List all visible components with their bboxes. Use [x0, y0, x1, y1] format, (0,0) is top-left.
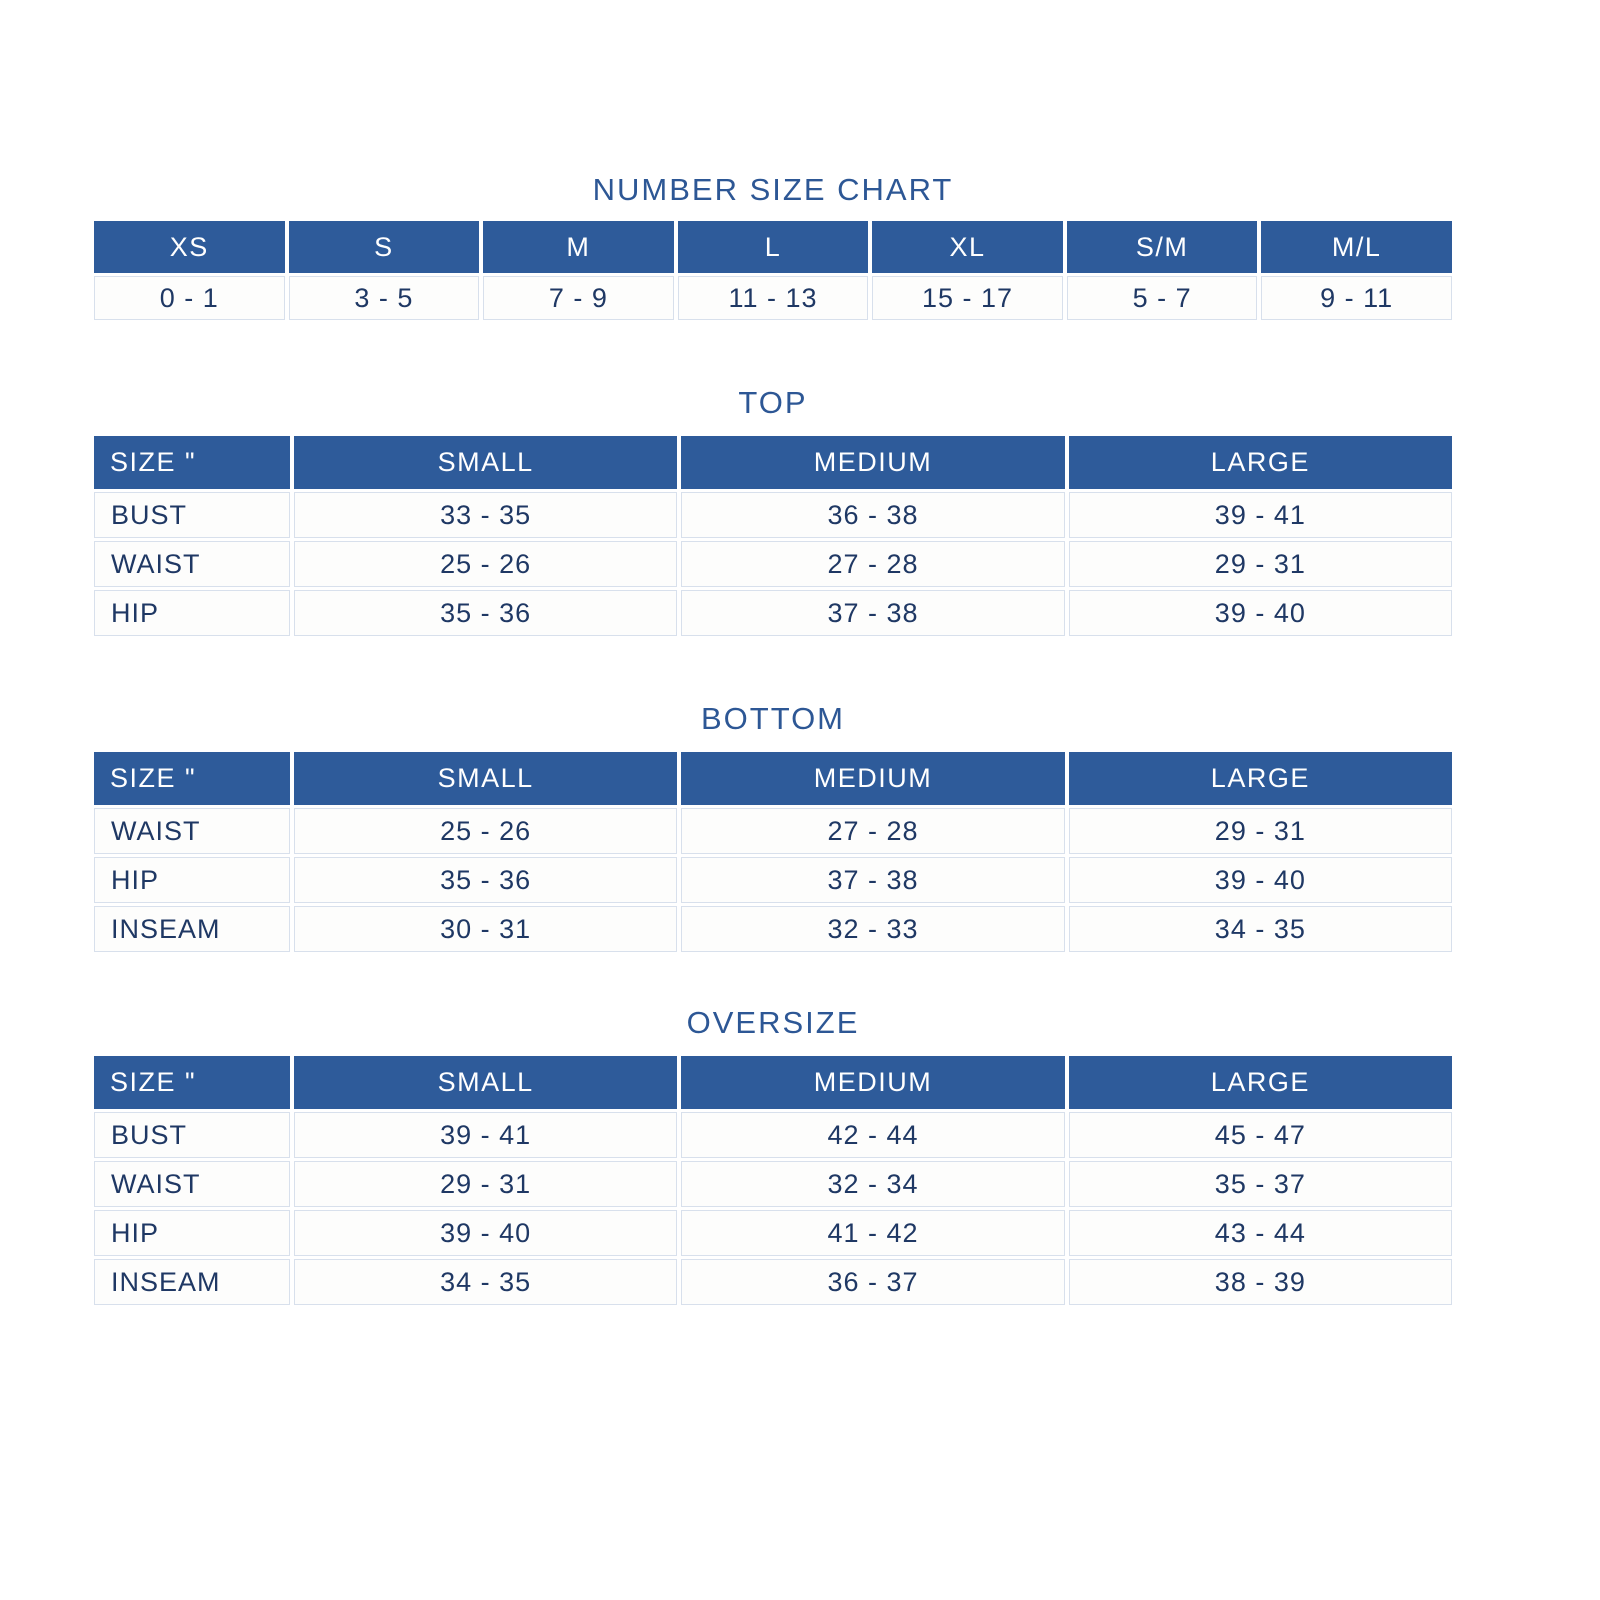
table-row: HIP 39 - 40 41 - 42 43 - 44: [94, 1210, 1452, 1256]
bottom-large-header: LARGE: [1068, 752, 1452, 805]
cell-value: 41 - 42: [681, 1210, 1065, 1256]
number-size-chart-table: XS S M L XL S/M M/L 0 - 1 3 - 5 7 - 9 11…: [90, 218, 1456, 323]
cell-value: 29 - 31: [1068, 808, 1452, 854]
oversize-table-title: OVERSIZE: [686, 1005, 860, 1040]
cell-value: 29 - 31: [1068, 541, 1452, 587]
cell-value: 34 - 35: [1068, 906, 1452, 952]
bottom-small-header: SMALL: [294, 752, 678, 805]
size-header-ml: M/L: [1261, 221, 1452, 273]
row-label-hip: HIP: [94, 857, 290, 903]
table-row: HIP 35 - 36 37 - 38 39 - 40: [94, 590, 1452, 636]
cell-value: 38 - 39: [1068, 1259, 1452, 1305]
row-label-bust: BUST: [94, 1112, 290, 1158]
cell-value: 27 - 28: [681, 541, 1065, 587]
cell-value: 29 - 31: [294, 1161, 678, 1207]
number-size-chart-title: NUMBER SIZE CHART: [592, 172, 954, 207]
size-header-xs: XS: [94, 221, 285, 273]
oversize-small-header: SMALL: [294, 1056, 678, 1109]
size-header-s: S: [288, 221, 480, 273]
cell-value: 39 - 41: [1068, 492, 1452, 538]
oversize-table: SIZE " SMALL MEDIUM LARGE BUST 39 - 41 4…: [90, 1053, 1456, 1308]
row-label-hip: HIP: [94, 1210, 290, 1256]
table-row: BUST 39 - 41 42 - 44 45 - 47: [94, 1112, 1452, 1158]
size-header-xl: XL: [872, 221, 1063, 273]
size-range-s: 3 - 5: [288, 276, 480, 320]
number-size-chart-value-row: 0 - 1 3 - 5 7 - 9 11 - 13 15 - 17 5 - 7 …: [94, 276, 1452, 320]
cell-value: 32 - 34: [681, 1161, 1065, 1207]
table-row: INSEAM 30 - 31 32 - 33 34 - 35: [94, 906, 1452, 952]
cell-value: 37 - 38: [681, 857, 1065, 903]
table-row: HIP 35 - 36 37 - 38 39 - 40: [94, 857, 1452, 903]
cell-value: 34 - 35: [294, 1259, 678, 1305]
oversize-large-header: LARGE: [1068, 1056, 1452, 1109]
row-label-inseam: INSEAM: [94, 1259, 290, 1305]
number-size-chart-header-row: XS S M L XL S/M M/L: [94, 221, 1452, 273]
bottom-table-title: BOTTOM: [700, 701, 846, 736]
top-table-title: TOP: [738, 385, 808, 420]
top-size-unit-header: SIZE ": [94, 436, 290, 489]
cell-value: 39 - 41: [294, 1112, 678, 1158]
row-label-bust: BUST: [94, 492, 290, 538]
cell-value: 32 - 33: [681, 906, 1065, 952]
oversize-header-row: SIZE " SMALL MEDIUM LARGE: [94, 1056, 1452, 1109]
cell-value: 35 - 36: [294, 857, 678, 903]
cell-value: 39 - 40: [1068, 857, 1452, 903]
bottom-size-unit-header: SIZE ": [94, 752, 290, 805]
row-label-hip: HIP: [94, 590, 290, 636]
cell-value: 36 - 38: [681, 492, 1065, 538]
row-label-waist: WAIST: [94, 1161, 290, 1207]
table-row: WAIST 25 - 26 27 - 28 29 - 31: [94, 808, 1452, 854]
cell-value: 45 - 47: [1068, 1112, 1452, 1158]
row-label-inseam: INSEAM: [94, 906, 290, 952]
table-row: WAIST 29 - 31 32 - 34 35 - 37: [94, 1161, 1452, 1207]
cell-value: 35 - 37: [1068, 1161, 1452, 1207]
cell-value: 27 - 28: [681, 808, 1065, 854]
bottom-medium-header: MEDIUM: [681, 752, 1065, 805]
cell-value: 42 - 44: [681, 1112, 1065, 1158]
size-range-xl: 15 - 17: [872, 276, 1063, 320]
cell-value: 43 - 44: [1068, 1210, 1452, 1256]
table-row: INSEAM 34 - 35 36 - 37 38 - 39: [94, 1259, 1452, 1305]
row-label-waist: WAIST: [94, 808, 290, 854]
size-range-xs: 0 - 1: [94, 276, 285, 320]
cell-value: 36 - 37: [681, 1259, 1065, 1305]
bottom-header-row: SIZE " SMALL MEDIUM LARGE: [94, 752, 1452, 805]
size-chart-page: NUMBER SIZE CHART XS S M L XL S/M M/L 0 …: [90, 0, 1456, 1308]
table-row: BUST 33 - 35 36 - 38 39 - 41: [94, 492, 1452, 538]
top-table: SIZE " SMALL MEDIUM LARGE BUST 33 - 35 3…: [90, 433, 1456, 639]
bottom-table: SIZE " SMALL MEDIUM LARGE WAIST 25 - 26 …: [90, 749, 1456, 955]
size-range-l: 11 - 13: [677, 276, 869, 320]
size-range-m: 7 - 9: [483, 276, 674, 320]
size-header-m: M: [483, 221, 674, 273]
size-range-ml: 9 - 11: [1261, 276, 1452, 320]
row-label-waist: WAIST: [94, 541, 290, 587]
oversize-size-unit-header: SIZE ": [94, 1056, 290, 1109]
cell-value: 35 - 36: [294, 590, 678, 636]
size-header-sm: S/M: [1066, 221, 1258, 273]
top-large-header: LARGE: [1068, 436, 1452, 489]
cell-value: 25 - 26: [294, 808, 678, 854]
size-header-l: L: [677, 221, 869, 273]
cell-value: 25 - 26: [294, 541, 678, 587]
oversize-medium-header: MEDIUM: [681, 1056, 1065, 1109]
top-medium-header: MEDIUM: [681, 436, 1065, 489]
top-small-header: SMALL: [294, 436, 678, 489]
table-row: WAIST 25 - 26 27 - 28 29 - 31: [94, 541, 1452, 587]
cell-value: 39 - 40: [1068, 590, 1452, 636]
size-range-sm: 5 - 7: [1066, 276, 1258, 320]
cell-value: 39 - 40: [294, 1210, 678, 1256]
top-header-row: SIZE " SMALL MEDIUM LARGE: [94, 436, 1452, 489]
cell-value: 30 - 31: [294, 906, 678, 952]
cell-value: 33 - 35: [294, 492, 678, 538]
cell-value: 37 - 38: [681, 590, 1065, 636]
